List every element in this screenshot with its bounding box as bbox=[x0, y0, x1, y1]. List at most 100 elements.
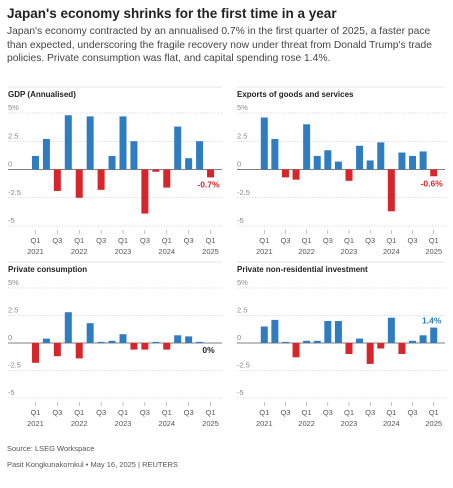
bar bbox=[75, 169, 83, 198]
bar bbox=[108, 155, 116, 170]
x-tick-label: Q3 bbox=[184, 236, 194, 245]
bar bbox=[334, 321, 342, 343]
value-label: 1.4% bbox=[422, 316, 442, 326]
bar bbox=[42, 338, 50, 343]
x-year-label: 2024 bbox=[158, 247, 175, 256]
x-tick-label: Q1 bbox=[259, 408, 269, 417]
bar bbox=[366, 160, 374, 170]
x-tick-label: Q3 bbox=[96, 236, 106, 245]
x-tick-label: Q3 bbox=[280, 408, 290, 417]
bar bbox=[260, 117, 268, 170]
x-tick-label: Q3 bbox=[96, 408, 106, 417]
y-tick-label: -5 bbox=[237, 216, 244, 225]
x-tick-label: Q1 bbox=[206, 408, 216, 417]
x-tick-label: Q3 bbox=[140, 236, 150, 245]
bar bbox=[292, 343, 300, 358]
bar bbox=[141, 343, 149, 350]
bar bbox=[260, 326, 268, 343]
bar bbox=[430, 327, 438, 343]
x-tick-label: Q1 bbox=[302, 408, 312, 417]
bar bbox=[130, 141, 138, 170]
y-tick-label: 5% bbox=[237, 278, 248, 287]
bar bbox=[292, 169, 300, 180]
x-tick-label: Q3 bbox=[323, 236, 333, 245]
bar bbox=[53, 343, 61, 357]
x-year-label: 2022 bbox=[71, 419, 88, 428]
bar bbox=[419, 151, 427, 170]
x-year-label: 2025 bbox=[202, 419, 219, 428]
bar bbox=[86, 323, 94, 343]
x-tick-label: Q1 bbox=[429, 236, 439, 245]
value-label: 0% bbox=[202, 345, 215, 355]
bar bbox=[185, 158, 193, 170]
panel-title: GDP (Annualised) bbox=[8, 90, 76, 99]
x-tick-label: Q1 bbox=[162, 408, 172, 417]
bar bbox=[75, 343, 83, 359]
x-tick-label: Q3 bbox=[365, 236, 375, 245]
x-year-label: 2022 bbox=[71, 247, 88, 256]
x-tick-label: Q1 bbox=[344, 236, 354, 245]
bar bbox=[64, 115, 72, 170]
bar bbox=[97, 341, 105, 343]
bar bbox=[409, 155, 417, 170]
x-tick-label: Q3 bbox=[365, 408, 375, 417]
x-tick-label: Q1 bbox=[302, 236, 312, 245]
x-year-label: 2022 bbox=[298, 419, 315, 428]
bar bbox=[174, 335, 182, 343]
x-tick-label: Q1 bbox=[30, 408, 40, 417]
panel-title: Exports of goods and services bbox=[237, 90, 354, 99]
subtitle: Japan's economy contracted by an annuali… bbox=[7, 26, 432, 64]
credit: Pasit Kongkunakornkul • May 16, 2025 | R… bbox=[7, 460, 178, 469]
x-year-label: 2021 bbox=[256, 419, 273, 428]
x-tick-label: Q3 bbox=[408, 236, 418, 245]
x-year-label: 2023 bbox=[341, 247, 358, 256]
bar bbox=[152, 169, 160, 172]
bar bbox=[97, 169, 105, 190]
x-tick-label: Q3 bbox=[52, 408, 62, 417]
bar bbox=[174, 126, 182, 170]
y-tick-label: 5% bbox=[237, 103, 248, 112]
x-tick-label: Q1 bbox=[74, 408, 84, 417]
bar bbox=[42, 138, 50, 170]
bar bbox=[303, 124, 311, 170]
bar bbox=[196, 341, 204, 343]
x-year-label: 2025 bbox=[202, 247, 219, 256]
x-tick-label: Q1 bbox=[344, 408, 354, 417]
y-tick-label: -2.5 bbox=[237, 188, 250, 197]
y-tick-label: 0 bbox=[237, 160, 241, 169]
x-tick-label: Q1 bbox=[386, 408, 396, 417]
x-tick-label: Q1 bbox=[206, 236, 216, 245]
bar bbox=[409, 340, 417, 343]
bar bbox=[313, 340, 321, 343]
x-year-label: 2024 bbox=[383, 419, 400, 428]
bar bbox=[398, 152, 406, 170]
y-tick-label: -2.5 bbox=[8, 188, 21, 197]
panel-title: Private non-residential investment bbox=[237, 265, 368, 274]
x-tick-label: Q1 bbox=[118, 236, 128, 245]
bar bbox=[313, 155, 321, 170]
bar bbox=[119, 334, 127, 343]
bar bbox=[119, 116, 127, 170]
bar bbox=[324, 321, 332, 343]
y-tick-label: 2.5 bbox=[237, 131, 247, 140]
x-tick-label: Q3 bbox=[140, 408, 150, 417]
source: Source: LSEG Workspace bbox=[7, 444, 95, 453]
y-tick-label: 2.5 bbox=[8, 306, 18, 315]
bar bbox=[324, 150, 332, 170]
bar bbox=[130, 343, 138, 350]
y-tick-label: 0 bbox=[8, 333, 12, 342]
title: Japan's economy shrinks for the first ti… bbox=[7, 6, 337, 21]
x-tick-label: Q3 bbox=[408, 408, 418, 417]
x-tick-label: Q1 bbox=[259, 236, 269, 245]
y-tick-label: -5 bbox=[8, 388, 15, 397]
bar bbox=[303, 340, 311, 343]
y-tick-label: -5 bbox=[237, 388, 244, 397]
value-label: -0.6% bbox=[421, 178, 444, 188]
bar bbox=[356, 145, 364, 170]
x-year-label: 2021 bbox=[27, 247, 44, 256]
bar bbox=[185, 336, 193, 343]
x-year-label: 2021 bbox=[27, 419, 44, 428]
y-tick-label: 5% bbox=[8, 278, 19, 287]
value-label: -0.7% bbox=[197, 179, 220, 189]
